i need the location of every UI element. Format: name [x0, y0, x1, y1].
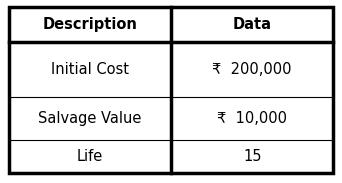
Text: Initial Cost: Initial Cost	[51, 62, 129, 77]
Text: Salvage Value: Salvage Value	[38, 111, 142, 126]
Text: Data: Data	[233, 17, 272, 32]
Text: Description: Description	[42, 17, 137, 32]
Text: 15: 15	[243, 149, 262, 164]
Text: Life: Life	[77, 149, 103, 164]
Text: ₹  200,000: ₹ 200,000	[212, 62, 292, 77]
Text: ₹  10,000: ₹ 10,000	[217, 111, 287, 126]
